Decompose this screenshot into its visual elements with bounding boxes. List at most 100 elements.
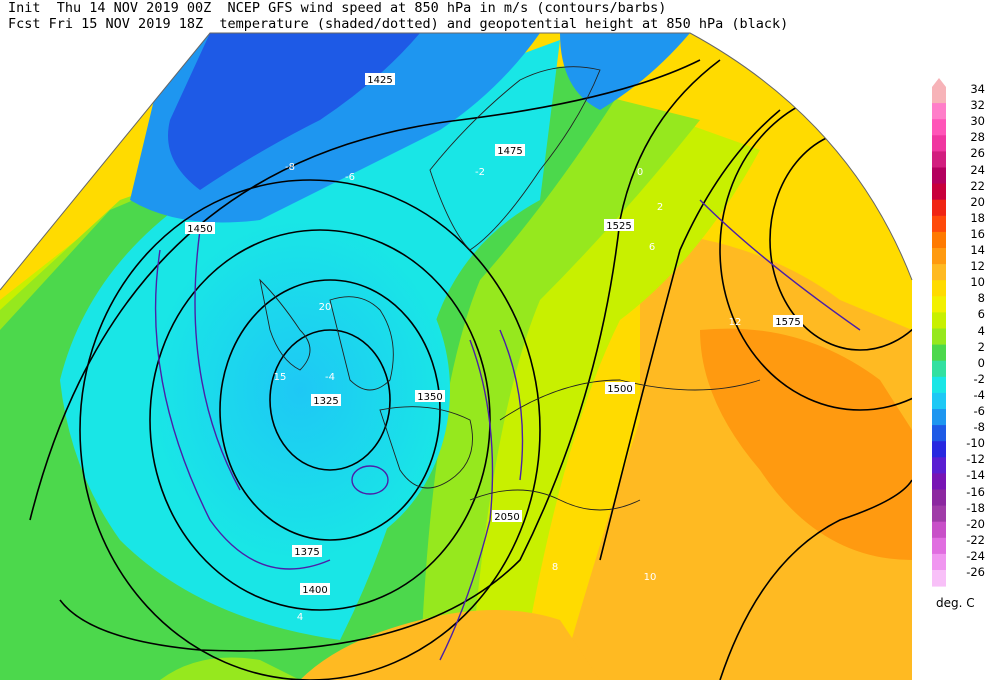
legend-swatch (932, 553, 946, 571)
legend-swatch (932, 199, 946, 217)
legend-label: -26 (966, 565, 985, 579)
legend-swatch (932, 280, 946, 297)
legend-label: -18 (966, 500, 985, 515)
legend-label: 10 (970, 275, 985, 290)
legend-swatch (932, 473, 946, 490)
legend-label: -2 (973, 371, 985, 386)
legend-label: 24 (970, 162, 985, 177)
legend-label: -4 (973, 387, 985, 402)
fcst-line: Fcst Fri 15 NOV 2019 18Z temperature (sh… (8, 16, 788, 33)
legend-label: 6 (977, 307, 985, 322)
legend-label: 30 (970, 114, 985, 129)
svg-text:20: 20 (319, 302, 332, 313)
legend-label: 26 (970, 146, 985, 161)
legend-label: 0 (977, 355, 985, 370)
title-line1: NCEP GFS wind speed at 850 hPa in m/s (c… (227, 0, 667, 16)
wind-contours (154, 199, 861, 661)
legend-swatch (932, 183, 946, 201)
legend-swatch (932, 296, 946, 313)
legend-label: 14 (970, 243, 985, 257)
svg-text:-6: -6 (345, 172, 355, 183)
svg-text:12: 12 (729, 317, 742, 328)
legend-label: 32 (970, 98, 985, 113)
temperature-shading (0, 33, 912, 680)
fcst-time: Fri 15 NOV 2019 18Z (48, 16, 204, 32)
svg-text:-2: -2 (475, 167, 485, 178)
legend-swatch (932, 392, 946, 410)
svg-text:6: 6 (649, 242, 655, 253)
svg-text:4: 4 (297, 612, 303, 623)
title-line2: temperature (shaded/dotted) and geopoten… (219, 16, 789, 32)
legend-arrow-top (932, 78, 946, 87)
svg-text:1425: 1425 (367, 75, 392, 86)
legend-swatch (932, 231, 946, 249)
map-labels: 1325 1350 1375 1400 1425 1450 1475 1500 … (185, 73, 803, 623)
legend-label: -8 (973, 420, 985, 435)
legend-swatch (932, 521, 946, 539)
legend-label: -6 (973, 404, 985, 418)
legend-swatch (932, 103, 946, 120)
legend-swatch (932, 570, 946, 587)
legend-swatch (932, 457, 946, 474)
svg-text:1525: 1525 (606, 221, 631, 232)
svg-text:2: 2 (657, 202, 663, 213)
legend-swatch (932, 441, 946, 458)
legend-label: -20 (966, 516, 985, 531)
init-line: Init Thu 14 NOV 2019 00Z NCEP GFS wind s… (8, 0, 666, 17)
legend-label: -10 (966, 436, 985, 451)
svg-text:8: 8 (552, 562, 558, 573)
legend-swatch (932, 537, 946, 555)
legend-label: 8 (977, 291, 985, 306)
legend-label: 4 (977, 323, 985, 338)
temperature-legend (932, 78, 946, 587)
svg-text:15: 15 (274, 372, 287, 383)
height-label: 1325 1350 1375 1400 1425 1450 1475 1500 … (185, 73, 803, 596)
coastlines (259, 66, 761, 511)
legend-swatch (932, 312, 946, 329)
svg-text:1500: 1500 (607, 384, 632, 395)
temperature-label: -8 -6 -4 -2 0 2 4 6 8 10 12 (285, 162, 741, 623)
legend-label: 2 (977, 339, 985, 354)
legend-label: 22 (970, 178, 985, 193)
legend-label: 28 (970, 130, 985, 145)
legend-swatch (932, 344, 946, 362)
svg-text:1325: 1325 (313, 396, 338, 407)
svg-text:1375: 1375 (294, 547, 319, 558)
wind-label: 15 20 (274, 302, 332, 383)
svg-text:1475: 1475 (497, 146, 522, 157)
legend-swatch (932, 215, 946, 233)
legend-label: -22 (966, 532, 985, 547)
legend-label: 20 (970, 194, 985, 209)
legend-swatch (932, 167, 946, 185)
svg-text:-8: -8 (285, 162, 295, 173)
legend-label: 12 (970, 259, 985, 274)
svg-text:-4: -4 (325, 372, 335, 383)
legend-label: 18 (970, 210, 985, 225)
svg-text:1450: 1450 (187, 224, 212, 235)
legend-swatch (932, 360, 946, 378)
init-time: Thu 14 NOV 2019 00Z (56, 0, 212, 16)
svg-text:0: 0 (637, 167, 643, 178)
legend-label: 34 (970, 82, 985, 96)
svg-text:10: 10 (644, 572, 657, 583)
svg-text:1400: 1400 (302, 585, 327, 596)
legend-label: -12 (966, 452, 985, 467)
legend-label: -16 (966, 484, 985, 499)
legend-swatch (932, 119, 946, 136)
init-label: Init (8, 0, 41, 16)
legend-label: 16 (970, 226, 985, 241)
fcst-label: Fcst (8, 16, 41, 32)
legend-swatch (932, 135, 946, 152)
legend-unit: deg. C (936, 596, 975, 610)
legend-swatch (932, 264, 946, 281)
legend-swatch (932, 248, 946, 265)
legend-swatch (932, 151, 946, 168)
legend-swatch (932, 505, 946, 523)
legend-label: -14 (966, 468, 985, 483)
legend-swatch (932, 489, 946, 507)
legend-swatch (932, 376, 946, 394)
legend-swatch (932, 87, 946, 104)
svg-text:1575: 1575 (775, 317, 800, 328)
svg-text:2050: 2050 (494, 512, 519, 523)
